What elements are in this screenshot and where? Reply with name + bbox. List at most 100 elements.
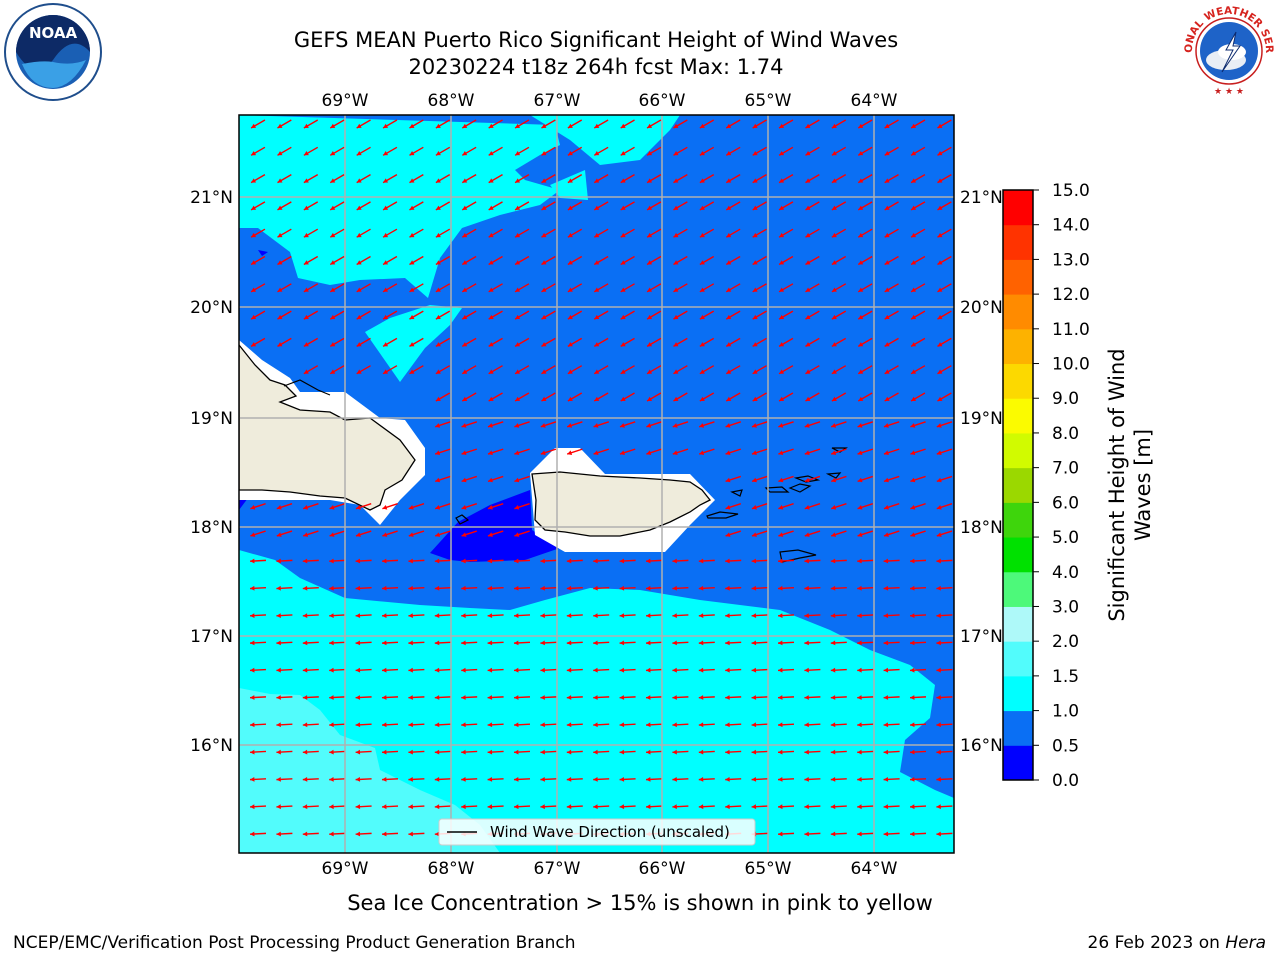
wave-direction-arrowhead [250,695,255,700]
wave-direction-arrowhead [857,804,862,810]
wave-direction-arrowhead [566,558,572,564]
wave-direction-arrowhead [911,369,917,374]
wave-direction-arrowhead [751,450,757,455]
wave-direction-arrowhead [726,232,732,238]
wave-direction-arrowhead [355,831,361,837]
wave-direction-arrowhead [277,260,283,265]
wave-direction-arrowhead [487,558,493,564]
wave-direction-arrowhead [752,396,758,401]
wave-direction-arrowhead [277,342,283,347]
wave-direction-arrowhead [646,749,651,755]
wave-direction-arrowhead [303,151,309,156]
legend-label: Wind Wave Direction (unscaled) [490,823,730,841]
wave-direction-arrowhead [778,776,783,782]
wave-direction-arrowhead [594,314,600,320]
lon-label-bottom: 66°W [639,859,686,879]
wave-direction-arrowhead [329,532,335,537]
wave-direction-arrowhead [698,640,704,646]
wave-direction-arrowhead [434,722,440,728]
wave-direction-arrowhead [936,831,941,837]
wave-direction-arrowhead [646,423,652,428]
wave-direction-arrowhead [303,205,309,210]
wave-direction-arrowhead [804,558,809,564]
wave-direction-arrowhead [594,396,600,401]
wave-direction-arrowhead [250,585,255,591]
colorbar-segment [1003,363,1033,399]
wave-direction-arrowhead [752,151,758,156]
wave-direction-arrowhead [329,558,334,564]
wave-direction-arrowhead [382,722,387,728]
wave-fill-low [430,490,560,562]
wave-direction-arrowhead [382,667,387,673]
wave-direction-arrowhead [356,287,362,292]
wave-direction-arrowhead [673,123,679,128]
wave-direction-arrowhead [726,396,732,401]
wave-direction-arrowhead [461,667,466,673]
wave-direction-arrowhead [779,178,785,183]
wave-direction-arrowhead [594,232,600,238]
wave-direction-arrowhead [672,722,677,728]
wave-direction-arrowhead [857,749,862,755]
colorbar-segment [1003,571,1033,607]
wave-direction-arrowhead [434,695,440,700]
wave-direction-arrowhead [857,722,862,728]
wave-direction-arrowhead [778,477,784,483]
wave-direction-arrowhead [936,585,941,591]
wave-direction-arrowhead [725,749,730,755]
wave-direction-arrowhead [566,613,572,618]
lon-label-top: 69°W [322,91,369,111]
wave-direction-arrowhead [329,585,334,591]
wave-direction-arrowhead [567,232,573,238]
wave-direction-arrowhead [726,260,732,265]
wave-direction-arrowhead [540,613,545,618]
wave-direction-arrowhead [355,749,361,755]
wave-direction-arrowhead [858,205,864,210]
wave-direction-arrowhead [910,613,915,618]
wave-direction-arrowhead [277,123,283,128]
wave-direction-arrowhead [883,477,889,483]
lon-label-bottom: 64°W [851,859,898,879]
wave-direction-arrowhead [619,423,625,428]
wave-direction-arrowhead [831,396,837,401]
wave-direction-arrowhead [699,178,705,183]
wave-direction-arrowhead [673,314,679,320]
wave-direction-arrowhead [251,151,257,156]
wave-direction-arrowhead [276,585,281,591]
wave-direction-arrowhead [884,151,890,156]
wave-direction-arrowhead [884,314,890,320]
wave-direction-arrowhead [751,423,757,428]
colorbar-tick-label: 9.0 [1052,389,1079,409]
wave-direction-arrowhead [779,232,785,238]
wave-direction-arrowhead [514,558,519,564]
wave-direction-arrowhead [779,369,785,374]
wave-direction-arrowhead [277,232,283,238]
lat-label-left: 16°N [190,736,233,756]
wave-direction-arrowhead [647,123,653,128]
colorbar [1002,189,1034,781]
wave-direction-arrowhead [699,287,705,292]
wave-direction-arrowhead [540,640,545,646]
wave-direction-arrowhead [593,423,599,428]
wave-direction-arrowhead [857,831,862,837]
wave-direction-arrowhead [699,205,705,210]
wave-direction-arrowhead [805,287,811,292]
wave-direction-arrowhead [936,613,941,618]
wave-direction-arrowhead [884,123,890,128]
wave-direction-arrowhead [435,314,441,320]
wave-direction-arrowhead [567,423,573,428]
wave-direction-arrowhead [672,450,678,455]
wave-direction-arrowhead [514,505,520,510]
wave-direction-arrowhead [540,749,545,755]
wave-direction-arrowhead [566,804,572,810]
wave-direction-arrowhead [646,585,651,591]
wave-direction-arrowhead [251,314,257,320]
wave-direction-arrowhead [488,205,494,210]
wave-direction-arrowhead [487,505,493,510]
wave-direction-arrowhead [725,477,731,483]
wave-direction-arrowhead [303,369,309,374]
wave-direction-arrowhead [831,123,837,128]
wave-direction-arrowhead [831,314,837,320]
wave-direction-arrowhead [408,640,413,646]
wave-direction-arrowhead [752,178,758,183]
wave-direction-arrowhead [804,667,809,673]
